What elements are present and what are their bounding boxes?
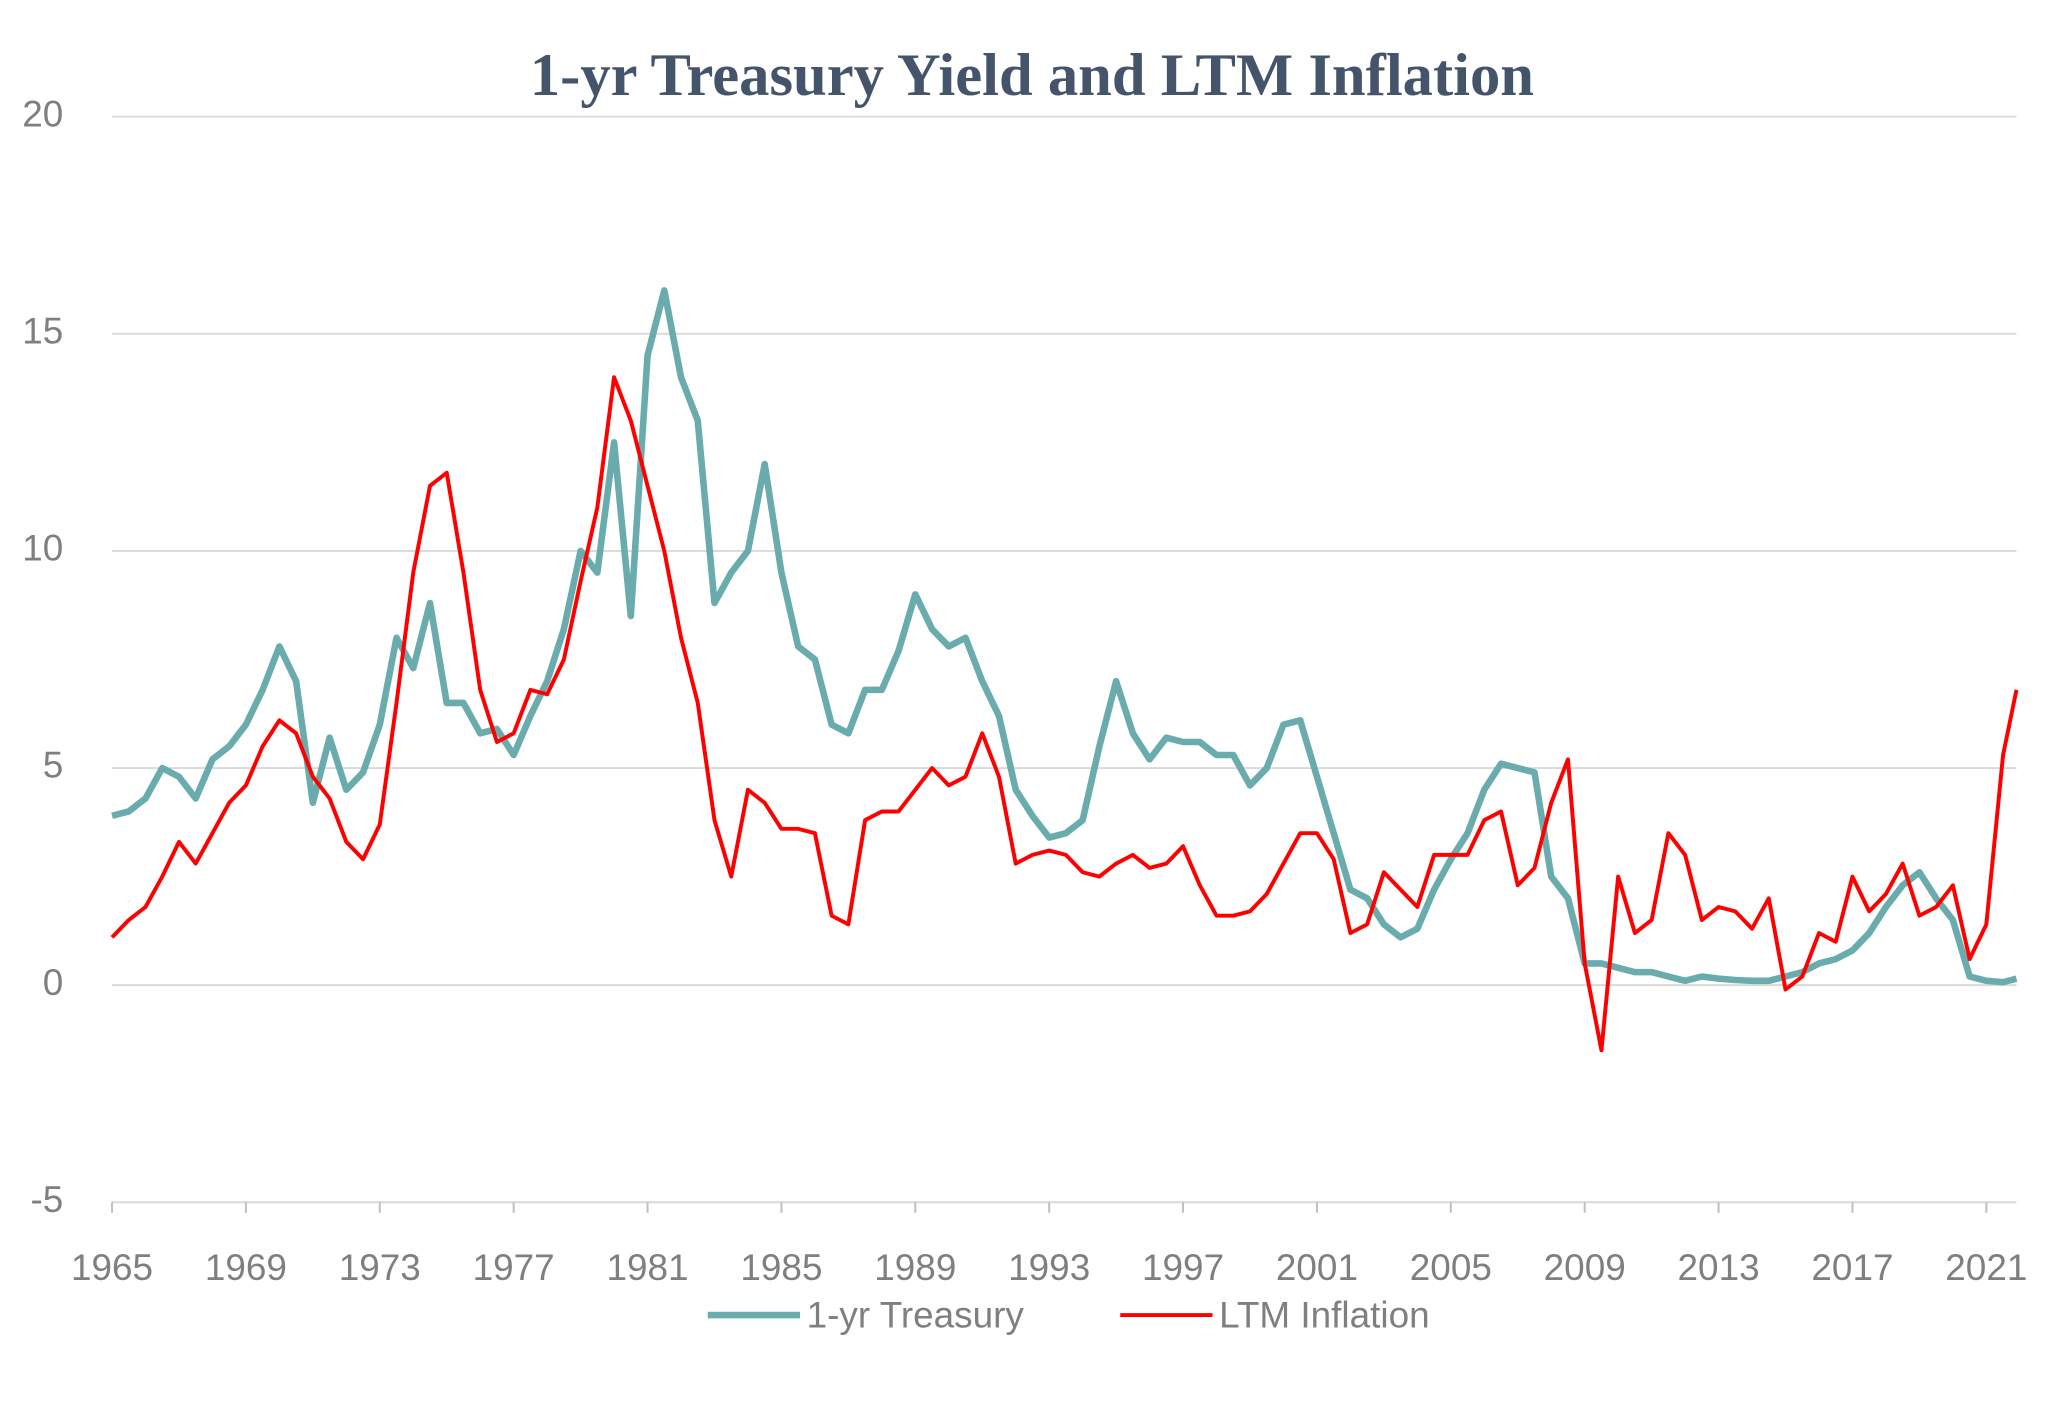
x-tick-label: 1985 (740, 1247, 822, 1288)
y-tick-label: 5 (43, 745, 64, 786)
x-tick-label: 1965 (71, 1247, 153, 1288)
x-tick-label: 1997 (1142, 1247, 1224, 1288)
x-tick-label: 2021 (1945, 1247, 2027, 1288)
legend-label: LTM Inflation (1219, 1294, 1430, 1335)
y-tick-label: -5 (30, 1179, 63, 1220)
x-tick-label: 1981 (607, 1247, 689, 1288)
chart-title: 1-yr Treasury Yield and LTM Inflation (530, 42, 1534, 109)
x-tick-label: 1989 (874, 1247, 956, 1288)
y-tick-label: 0 (43, 962, 64, 1003)
x-tick-label: 2017 (1811, 1247, 1893, 1288)
x-tick-label: 1969 (205, 1247, 287, 1288)
x-tick-label: 1977 (473, 1247, 555, 1288)
series-line (110, 375, 2019, 1053)
x-tick-label: 2013 (1678, 1247, 1760, 1288)
x-tick-label: 2009 (1544, 1247, 1626, 1288)
y-tick-label: 10 (22, 528, 63, 569)
x-tick-label: 1993 (1008, 1247, 1090, 1288)
x-tick-label: 2005 (1410, 1247, 1492, 1288)
y-tick-label: 15 (22, 311, 63, 352)
legend-label: 1-yr Treasury (807, 1294, 1025, 1335)
series-line (111, 287, 2018, 986)
x-tick-label: 1973 (339, 1247, 421, 1288)
x-tick-label: 2001 (1276, 1247, 1358, 1288)
y-tick-label: 20 (22, 93, 63, 134)
